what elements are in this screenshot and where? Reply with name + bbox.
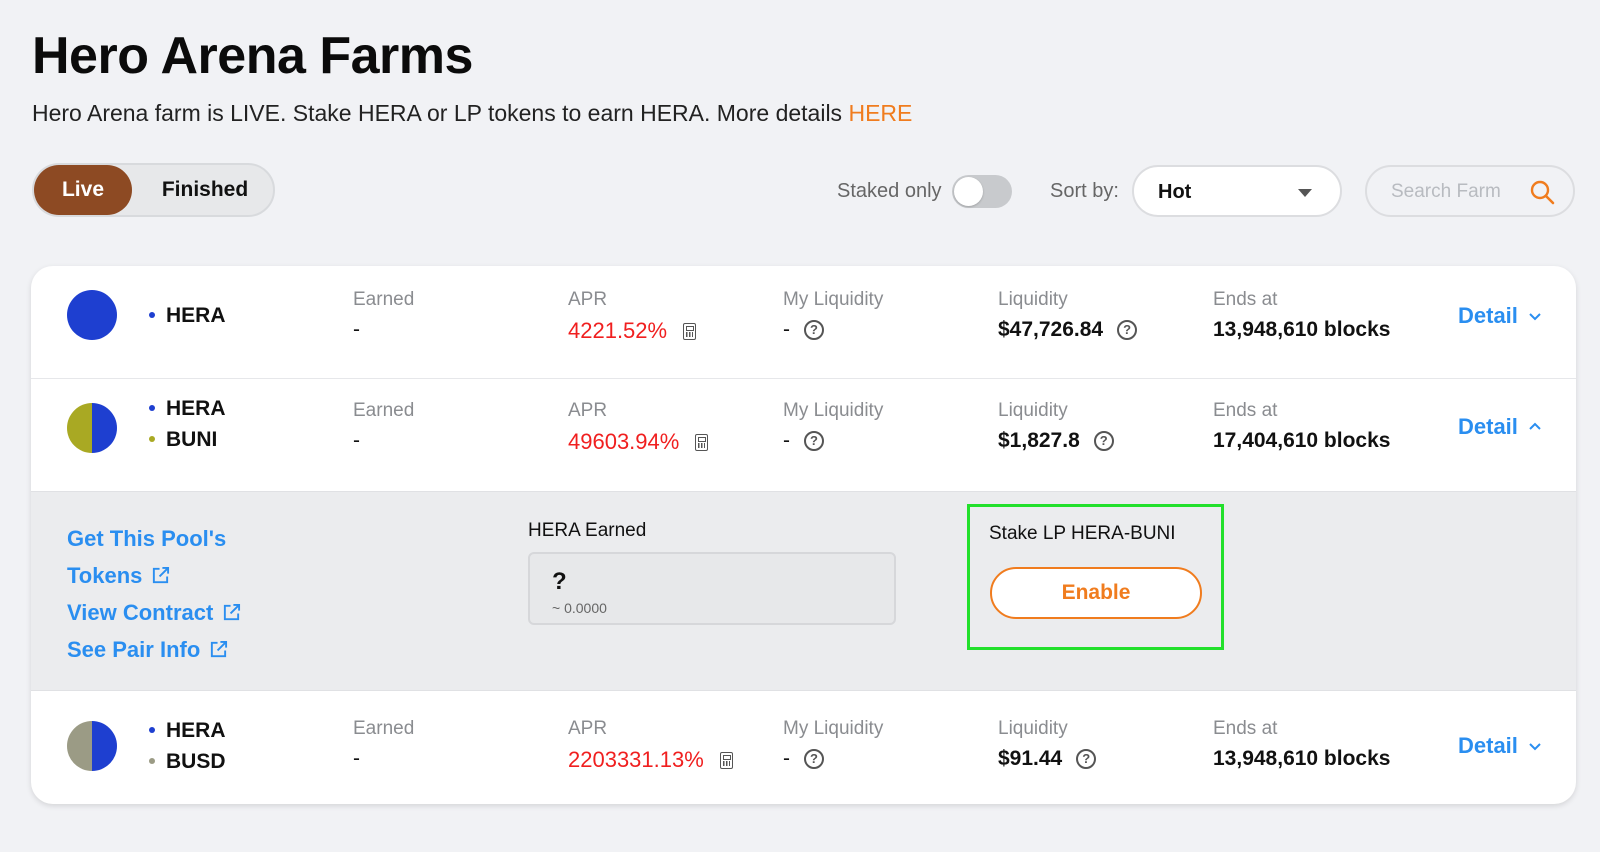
liquidity-value: $91.44 [998, 747, 1063, 770]
farm-pair: HERA [149, 300, 226, 331]
liquidity-value: $47,726.84 [998, 318, 1104, 341]
question-icon[interactable]: ? [804, 320, 824, 340]
stake-lp-label: Stake LP HERA-BUNI [989, 523, 1176, 544]
farm-row: HERA BUNI Earned - APR 49603.94% My Liqu… [31, 379, 1576, 491]
my-liquidity-col: My Liquidity -? [783, 400, 884, 452]
chevron-up-icon [1529, 422, 1541, 430]
staked-only-label: Staked only [837, 180, 942, 202]
earned-col: Earned - [353, 718, 415, 770]
earned-col: Earned - [353, 289, 415, 341]
search-input[interactable] [1391, 179, 1521, 205]
ends-at-col: Ends at 17,404,610 blocks [1213, 400, 1391, 452]
apr-value: 49603.94% [568, 429, 680, 454]
question-icon[interactable]: ? [1076, 749, 1097, 769]
chevron-down-icon [1529, 313, 1541, 321]
hera-busd-token-icon [67, 721, 117, 771]
calculator-icon[interactable] [719, 751, 733, 769]
pair-token: HERA [149, 715, 226, 746]
apr-value: 4221.52% [568, 318, 668, 343]
hera-earned-box: ? ~ 0.0000 [528, 552, 896, 625]
pair-token: HERA [149, 300, 226, 331]
apr-value: 2203331.13% [568, 747, 704, 772]
hera-token-icon [67, 290, 117, 340]
stake-lp-box: Stake LP HERA-BUNI Enable [967, 504, 1224, 650]
token-dot-icon [149, 758, 155, 764]
token-dot-icon [149, 405, 155, 411]
search-icon[interactable] [1529, 179, 1555, 205]
hera-earned-label: HERA Earned [528, 520, 647, 541]
calculator-icon[interactable] [683, 322, 697, 340]
detail-button[interactable]: Detail [1458, 733, 1542, 759]
my-liquidity-col: My Liquidity -? [783, 718, 884, 770]
apr-col: APR 2203331.13% [568, 717, 733, 773]
apr-col: APR 49603.94% [568, 399, 709, 455]
farms-card: HERA Earned - APR 4221.52% My Liquidity … [31, 266, 1576, 804]
apr-col: APR 4221.52% [568, 288, 697, 344]
liquidity-col: Liquidity $1,827.8? [998, 399, 1114, 453]
page-subtitle: Hero Arena farm is LIVE. Stake HERA or L… [32, 100, 912, 127]
pool-links: Get This Pool's Tokens View Contract See… [67, 520, 241, 668]
enable-button[interactable]: Enable [990, 567, 1202, 619]
hera-buni-token-icon [67, 403, 117, 453]
farm-row: HERA BUSD Earned - APR 2203331.13% My Li… [31, 691, 1576, 804]
liquidity-value: $1,827.8 [998, 429, 1080, 452]
external-link-icon [153, 566, 170, 584]
detail-button[interactable]: Detail [1458, 303, 1542, 329]
pair-token: BUSD [149, 746, 226, 777]
page-title: Hero Arena Farms [32, 27, 473, 85]
liquidity-col: Liquidity $91.44? [998, 717, 1097, 771]
tab-finished[interactable]: Finished [161, 178, 249, 201]
sort-value: Hot [1158, 181, 1192, 203]
farm-pair: HERA BUSD [149, 715, 226, 777]
ends-at-value: 17,404,610 blocks [1213, 429, 1391, 452]
get-pool-tokens-link[interactable]: Get This Pool's [67, 526, 227, 551]
liquidity-col: Liquidity $47,726.84? [998, 288, 1138, 342]
my-liquidity-col: My Liquidity -? [783, 289, 884, 341]
question-icon[interactable]: ? [1093, 431, 1114, 451]
tab-live[interactable]: Live [34, 165, 132, 215]
question-icon[interactable]: ? [1117, 320, 1138, 340]
pair-token: HERA [149, 393, 226, 424]
ends-at-value: 13,948,610 blocks [1213, 747, 1391, 770]
farm-detail-panel: Get This Pool's Tokens View Contract See… [31, 491, 1576, 691]
farm-row: HERA Earned - APR 4221.52% My Liquidity … [31, 266, 1576, 379]
question-icon[interactable]: ? [804, 431, 824, 451]
external-link-icon [211, 640, 228, 658]
token-dot-icon [149, 312, 155, 318]
view-contract-link[interactable]: View Contract [67, 594, 241, 631]
calculator-icon[interactable] [695, 433, 709, 451]
ends-at-col: Ends at 13,948,610 blocks [1213, 718, 1391, 770]
token-dot-icon [149, 436, 155, 442]
more-details-link[interactable]: HERE [848, 100, 913, 126]
earned-col: Earned - [353, 400, 415, 452]
question-icon[interactable]: ? [804, 749, 824, 769]
see-pair-info-link[interactable]: See Pair Info [67, 631, 241, 668]
chevron-down-icon [1529, 743, 1541, 751]
sort-select[interactable]: Hot [1132, 165, 1342, 217]
detail-button[interactable]: Detail [1458, 414, 1542, 440]
staked-only-switch[interactable] [952, 175, 1012, 208]
caret-down-icon [1298, 189, 1312, 197]
ends-at-col: Ends at 13,948,610 blocks [1213, 289, 1391, 341]
sort-by-label: Sort by: [1050, 180, 1119, 202]
switch-knob [954, 177, 983, 206]
hera-earned-value: ? [552, 568, 567, 595]
ends-at-value: 13,948,610 blocks [1213, 318, 1391, 341]
tokens-link[interactable]: Tokens [67, 557, 241, 594]
token-dot-icon [149, 727, 155, 733]
hera-earned-usd: ~ 0.0000 [552, 600, 607, 616]
farm-pair: HERA BUNI [149, 393, 226, 455]
subtitle-text: Hero Arena farm is LIVE. Stake HERA or L… [32, 100, 849, 126]
external-link-icon [224, 603, 241, 621]
search-farm [1365, 165, 1575, 217]
pair-token: BUNI [149, 424, 226, 455]
live-finished-toggle: Live Finished [32, 163, 275, 217]
